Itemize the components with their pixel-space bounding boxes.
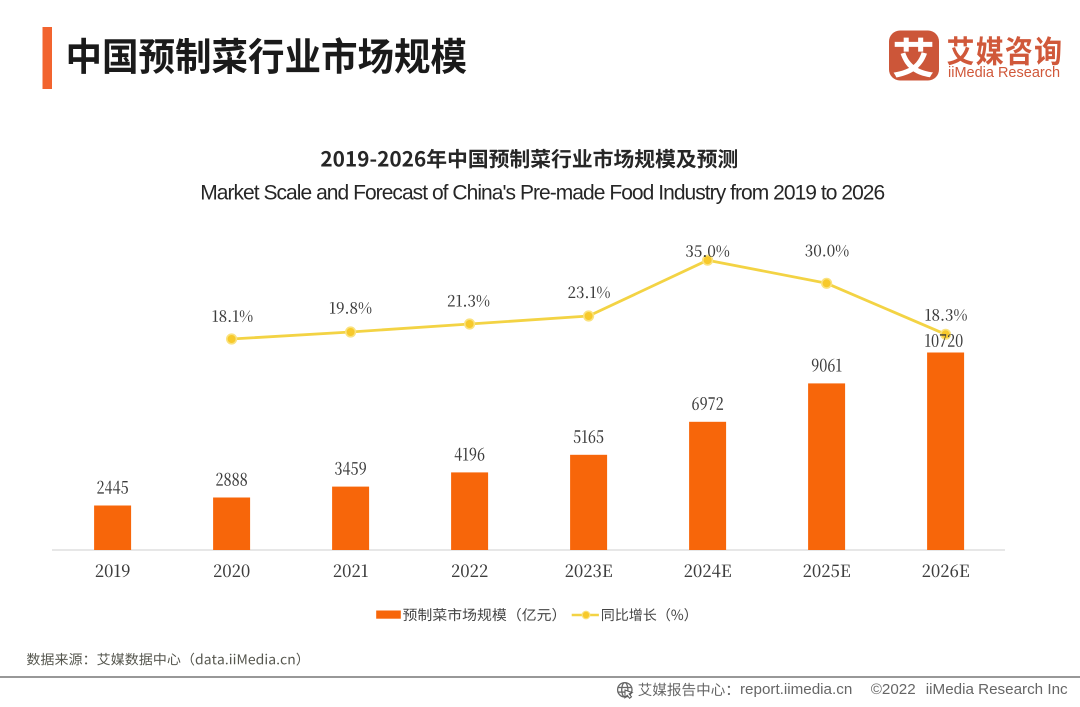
svg-text:Market Scale and Forecast of C: Market Scale and Forecast of China's Pre…: [200, 182, 885, 205]
svg-text:report.iimedia.cn: report.iimedia.cn: [740, 681, 852, 698]
svg-text:©2022: ©2022: [871, 681, 916, 698]
svg-text:iiMedia Research: iiMedia Research: [948, 65, 1060, 81]
svg-text:iiMedia Research Inc: iiMedia Research Inc: [926, 681, 1068, 698]
